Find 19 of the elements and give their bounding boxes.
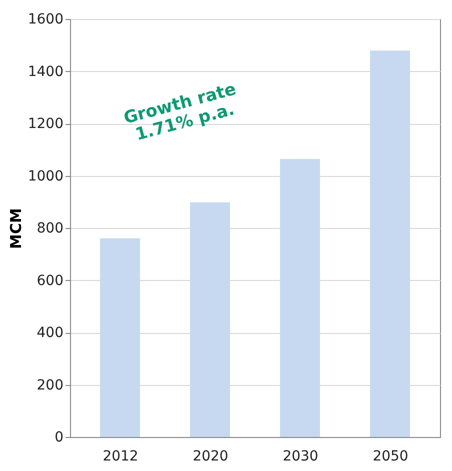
bar xyxy=(370,50,410,437)
y-tick-label: 1400 xyxy=(28,64,64,80)
x-tick-label: 2020 xyxy=(192,448,228,464)
y-tick-label: 0 xyxy=(54,430,64,446)
y-tick-label: 600 xyxy=(36,272,64,289)
y-tick-label: 1000 xyxy=(28,168,64,184)
y-tick-label: 800 xyxy=(36,220,64,236)
bar xyxy=(280,159,320,437)
annotation: Growth rate 1.71% p.a. xyxy=(122,79,238,146)
bar xyxy=(100,238,140,437)
y-axis-title: MCM xyxy=(6,208,25,249)
x-tick-label: 2050 xyxy=(372,448,408,464)
x-tick-label: 2030 xyxy=(282,448,318,464)
x-tick-label: 2012 xyxy=(102,448,138,464)
bar xyxy=(190,202,230,437)
y-tick-label: 1200 xyxy=(28,116,64,132)
y-tick-label: 400 xyxy=(36,325,64,341)
y-tick-label: 1600 xyxy=(28,12,64,28)
y-tick-label: 200 xyxy=(36,377,64,394)
